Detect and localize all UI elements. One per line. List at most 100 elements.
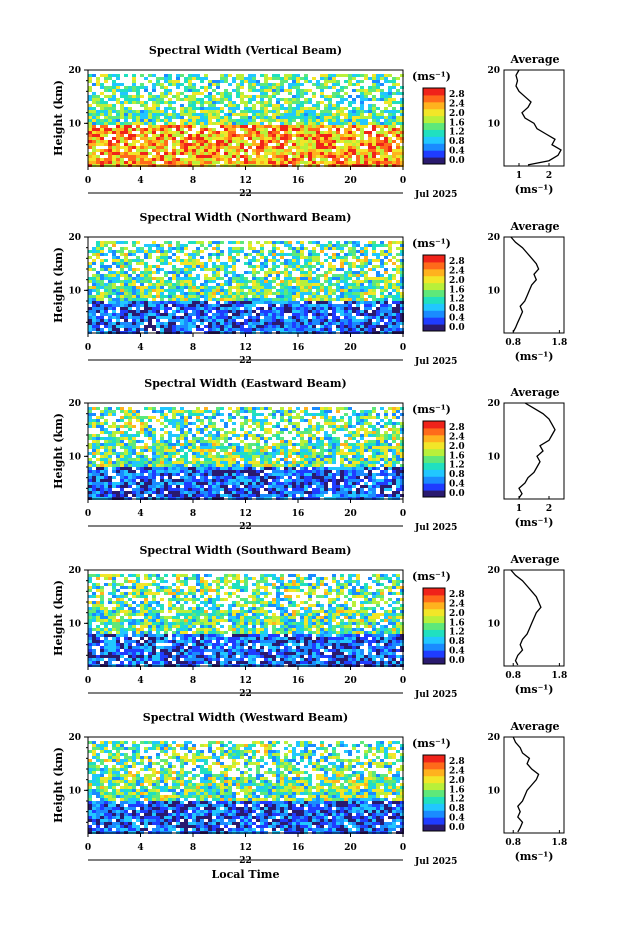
heatmap-cell	[240, 74, 244, 77]
heatmap-cell	[116, 101, 120, 104]
heatmap-cell	[272, 313, 276, 316]
heatmap-cell	[380, 149, 384, 152]
heatmap-cell	[180, 428, 184, 431]
heatmap-cell	[248, 307, 252, 310]
heatmap-cell	[360, 328, 364, 331]
heatmap-cell	[188, 256, 192, 259]
heatmap-cell	[220, 122, 224, 125]
heatmap-cell	[264, 95, 268, 98]
heatmap-cell	[192, 77, 196, 80]
heatmap-cell	[168, 491, 172, 494]
heatmap-cell	[260, 292, 264, 295]
heatmap-cell	[212, 80, 216, 83]
heatmap-cell	[296, 313, 300, 316]
heatmap-cell	[200, 119, 204, 122]
heatmap-cell	[388, 137, 392, 140]
heatmap-cell	[300, 307, 304, 310]
heatmap-cell	[288, 292, 292, 295]
heatmap-cell	[368, 137, 372, 140]
heatmap-cell	[148, 274, 152, 277]
heatmap-cell	[152, 434, 156, 437]
heatmap-cell	[144, 455, 148, 458]
heatmap-cell	[260, 95, 264, 98]
heatmap-cell	[208, 488, 212, 491]
heatmap-cell	[124, 146, 128, 149]
heatmap-cell	[124, 161, 128, 164]
heatmap-cell	[200, 152, 204, 155]
colorbar-swatch	[423, 136, 445, 144]
heatmap-cell	[232, 485, 236, 488]
heatmap-cell	[376, 83, 380, 86]
heatmap-cell	[260, 143, 264, 146]
heatmap-cell	[400, 107, 404, 110]
heatmap-cell	[188, 268, 192, 271]
heatmap-cell	[184, 470, 188, 473]
heatmap-cell	[132, 74, 136, 77]
heatmap-cell	[212, 158, 216, 161]
heatmap-cell	[400, 134, 404, 137]
heatmap-cell	[336, 256, 340, 259]
heatmap-cell	[236, 89, 240, 92]
heatmap-cell	[352, 310, 356, 313]
heatmap-cell	[244, 301, 248, 304]
heatmap-cell	[192, 149, 196, 152]
heatmap-cell	[332, 95, 336, 98]
heatmap-cell	[316, 259, 320, 262]
heatmap-cell	[256, 316, 260, 319]
heatmap-cell	[176, 422, 180, 425]
heatmap-cell	[132, 316, 136, 319]
heatmap-cell	[92, 155, 96, 158]
heatmap-cell	[376, 286, 380, 289]
heatmap-cell	[160, 437, 164, 440]
heatmap-cell	[236, 322, 240, 325]
heatmap-cell	[140, 316, 144, 319]
heatmap-cell	[304, 274, 308, 277]
heatmap-cell	[368, 146, 372, 149]
heatmap-cell	[272, 146, 276, 149]
heatmap-cell	[144, 328, 148, 331]
heatmap-cell	[368, 286, 372, 289]
heatmap-cell	[264, 92, 268, 95]
heatmap-cell	[264, 301, 268, 304]
heatmap-cell	[252, 83, 256, 86]
heatmap-cell	[188, 271, 192, 274]
heatmap-cell	[168, 277, 172, 280]
heatmap-cell	[332, 310, 336, 313]
heatmap-cell	[220, 268, 224, 271]
heatmap-cell	[204, 307, 208, 310]
heatmap-cell	[400, 271, 404, 274]
heatmap-cell	[204, 316, 208, 319]
heatmap-cell	[300, 152, 304, 155]
heatmap-cell	[224, 437, 228, 440]
heatmap-cell	[260, 256, 264, 259]
heatmap-cell	[112, 74, 116, 77]
heatmap-cell	[148, 446, 152, 449]
heatmap-cell	[232, 119, 236, 122]
heatmap-cell	[112, 262, 116, 265]
heatmap-cell	[244, 119, 248, 122]
heatmap-cell	[160, 440, 164, 443]
heatmap-cell	[204, 410, 208, 413]
heatmap-cell	[192, 488, 196, 491]
heatmap-cell	[324, 253, 328, 256]
heatmap-cell	[232, 146, 236, 149]
heatmap-cell	[204, 143, 208, 146]
heatmap-cell	[104, 89, 108, 92]
heatmap-cell	[232, 301, 236, 304]
heatmap-cell	[140, 134, 144, 137]
heatmap-cell	[376, 131, 380, 134]
heatmap-cell	[388, 98, 392, 101]
heatmap-cell	[120, 158, 124, 161]
heatmap-cell	[124, 140, 128, 143]
heatmap-cell	[176, 419, 180, 422]
heatmap-cell	[176, 283, 180, 286]
heatmap-cell	[172, 271, 176, 274]
heatmap-cell	[164, 479, 168, 482]
heatmap-cell	[88, 143, 92, 146]
heatmap-cell	[108, 425, 112, 428]
heatmap-cell	[316, 310, 320, 313]
heatmap-cell	[336, 125, 340, 128]
heatmap-cell	[160, 77, 164, 80]
heatmap-cell	[252, 325, 256, 328]
heatmap-cell	[248, 289, 252, 292]
